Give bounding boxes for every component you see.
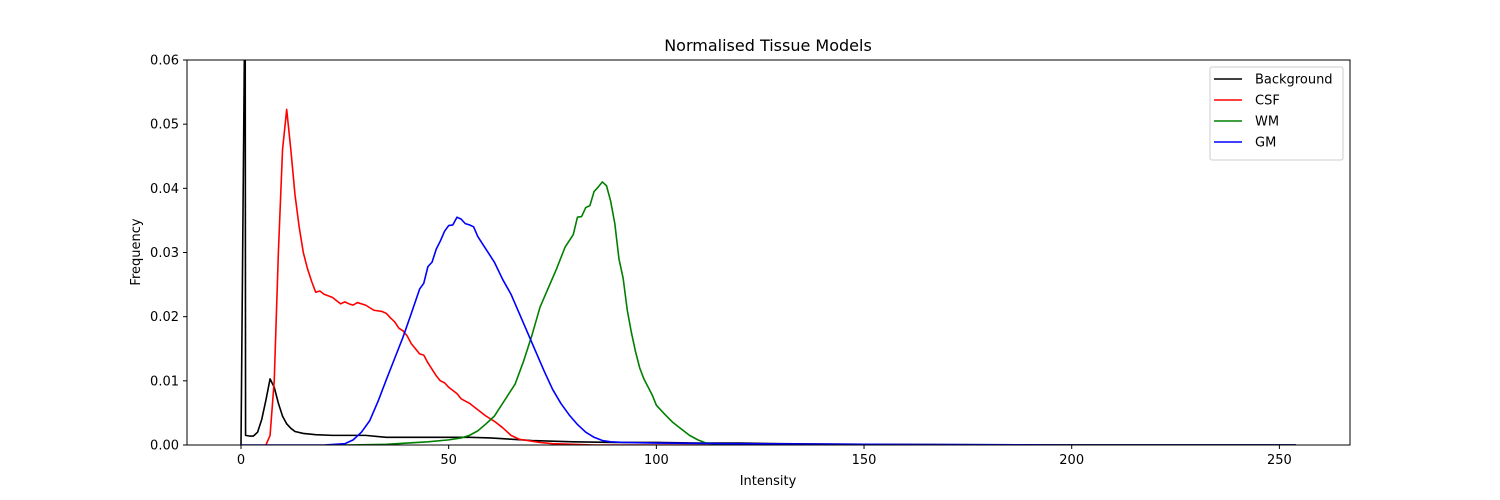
y-tick-label: 0.01	[150, 374, 179, 389]
series-line-background	[240, 60, 1297, 445]
x-tick-label: 50	[440, 453, 457, 468]
legend-label-csf: CSF	[1255, 94, 1280, 109]
plot-frame	[186, 59, 1351, 446]
series-line-wm	[344, 181, 1296, 445]
x-tick-label: 250	[1267, 453, 1292, 468]
series-line-gm	[241, 216, 1296, 445]
plot-area	[186, 59, 1351, 446]
x-axis-label: Intensity	[740, 474, 797, 489]
legend: Background CSF WM GM	[1209, 66, 1344, 161]
y-axis-label: Frequency	[129, 218, 144, 285]
y-tick-label: 0.00	[150, 439, 179, 454]
y-tick-label: 0.05	[150, 118, 179, 133]
x-tick-label: 0	[237, 453, 245, 468]
legend-label-wm: WM	[1255, 115, 1279, 130]
x-tick-label: 200	[1059, 453, 1084, 468]
chart-title: Normalised Tissue Models	[664, 36, 872, 55]
x-tick-label: 100	[644, 453, 669, 468]
x-tick-label: 150	[852, 453, 877, 468]
series-line-csf	[265, 108, 1296, 445]
y-axis: 0.00 0.01 0.02 0.03 0.04 0.05 0.06	[150, 54, 187, 454]
legend-label-background: Background	[1255, 73, 1333, 88]
y-tick-label: 0.06	[150, 54, 179, 69]
legend-label-gm: GM	[1255, 136, 1276, 151]
legend-box	[1209, 66, 1344, 161]
y-tick-label: 0.03	[150, 246, 179, 261]
x-axis: 0 50 100 150 200 250	[237, 445, 1292, 468]
y-tick-label: 0.04	[150, 182, 179, 197]
series-group	[240, 60, 1297, 445]
y-tick-label: 0.02	[150, 310, 179, 325]
